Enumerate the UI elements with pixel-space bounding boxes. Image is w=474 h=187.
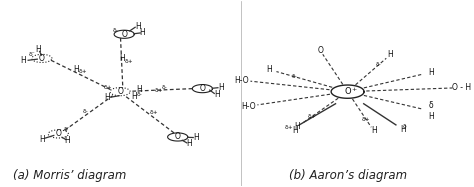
Text: δ-: δ-: [82, 109, 89, 114]
Text: H: H: [64, 137, 70, 145]
Text: O: O: [55, 129, 61, 138]
Text: O: O: [200, 84, 205, 93]
Text: δ
H: δ H: [428, 101, 434, 121]
Text: H-O: H-O: [241, 102, 256, 111]
Text: O: O: [117, 87, 123, 96]
Text: δ+: δ+: [150, 110, 159, 115]
Text: δ-: δ-: [376, 62, 382, 68]
Text: δ: δ: [402, 124, 406, 129]
Text: (a) Morris’ diagram: (a) Morris’ diagram: [13, 169, 126, 182]
Text: δ+: δ+: [308, 114, 316, 119]
Text: δ-: δ-: [292, 74, 297, 79]
Text: H: H: [140, 28, 146, 37]
Text: δ-: δ-: [137, 92, 142, 97]
Text: δ⁻: δ⁻: [64, 127, 71, 132]
Text: H: H: [193, 133, 199, 142]
Text: H: H: [294, 122, 300, 131]
Text: H: H: [401, 125, 406, 134]
Text: H: H: [187, 140, 192, 148]
Text: H-O: H-O: [234, 76, 249, 85]
Text: O: O: [175, 132, 181, 142]
Text: H: H: [214, 90, 220, 99]
Text: δ+: δ+: [79, 69, 87, 74]
Text: H: H: [292, 125, 298, 135]
Text: H: H: [119, 54, 125, 63]
Text: H: H: [137, 85, 142, 94]
Text: H: H: [428, 68, 434, 77]
Text: H: H: [218, 83, 224, 92]
Text: δ-: δ-: [162, 85, 168, 91]
Text: H: H: [135, 22, 141, 31]
Text: H: H: [39, 135, 45, 144]
Text: δ-: δ-: [112, 28, 118, 33]
Text: δ+: δ+: [104, 85, 112, 90]
Text: H: H: [36, 45, 41, 54]
Text: O: O: [344, 87, 351, 96]
Text: H: H: [104, 94, 110, 102]
Text: H: H: [73, 65, 79, 74]
Text: +: +: [351, 87, 356, 92]
Text: δ+: δ+: [362, 117, 370, 122]
Text: δ+: δ+: [285, 125, 293, 130]
Text: H: H: [266, 65, 272, 74]
Text: O: O: [318, 46, 323, 55]
Text: δ+: δ+: [155, 88, 164, 93]
Text: O - H: O - H: [452, 83, 471, 92]
Text: H: H: [131, 92, 137, 101]
Text: δ+: δ+: [124, 59, 133, 64]
Text: H: H: [21, 56, 27, 65]
Text: O: O: [39, 54, 45, 63]
Text: (b) Aaron’s diagram: (b) Aaron’s diagram: [289, 169, 407, 182]
Text: H: H: [371, 126, 376, 135]
Text: δ⁻: δ⁻: [28, 52, 35, 57]
Text: H: H: [387, 50, 393, 59]
Text: O: O: [121, 30, 127, 39]
